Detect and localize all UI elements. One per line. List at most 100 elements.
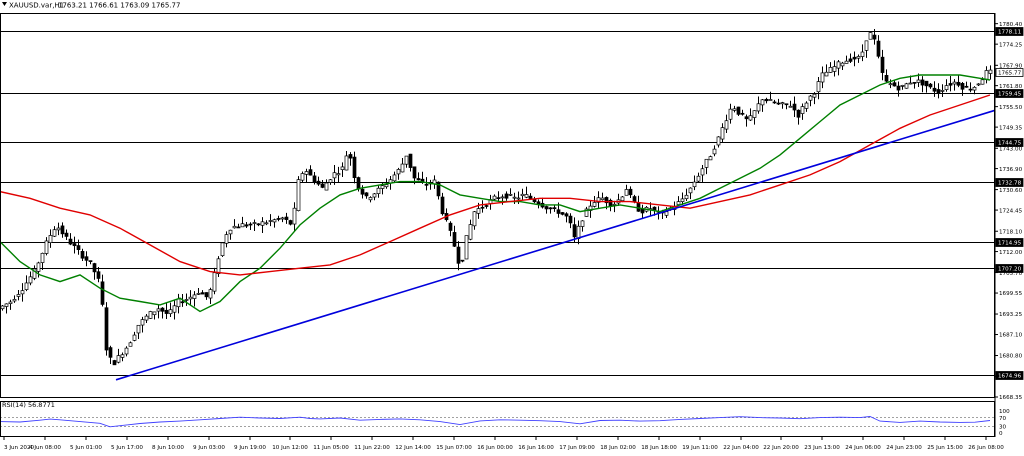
candle[interactable] (948, 76, 953, 92)
candle[interactable] (424, 177, 429, 191)
candle[interactable] (348, 152, 353, 166)
candle[interactable] (480, 200, 485, 213)
candle[interactable] (96, 267, 101, 283)
candle[interactable] (808, 94, 813, 107)
candle[interactable] (868, 31, 873, 40)
candle[interactable] (392, 171, 397, 183)
candle[interactable] (60, 222, 65, 238)
candle[interactable] (276, 215, 281, 222)
candle[interactable] (76, 239, 81, 255)
candle[interactable] (296, 176, 301, 212)
candle[interactable] (80, 248, 85, 262)
candle[interactable] (68, 233, 73, 246)
candle[interactable] (472, 210, 477, 230)
candle[interactable] (552, 204, 557, 212)
candle[interactable] (48, 229, 53, 248)
candle[interactable] (84, 251, 89, 267)
candle[interactable] (320, 180, 325, 189)
candle[interactable] (776, 98, 781, 105)
candle[interactable] (164, 303, 169, 319)
candle[interactable] (140, 316, 145, 333)
candle[interactable] (220, 242, 225, 257)
candle[interactable] (200, 290, 205, 295)
candle[interactable] (64, 229, 69, 240)
candle[interactable] (816, 77, 821, 100)
candle[interactable] (312, 172, 317, 185)
candle[interactable] (592, 196, 597, 208)
candle[interactable] (484, 204, 489, 209)
candle[interactable] (124, 346, 129, 357)
candle[interactable] (256, 223, 261, 227)
candle[interactable] (244, 222, 249, 228)
candle[interactable] (152, 311, 157, 320)
candle[interactable] (12, 295, 17, 303)
candle[interactable] (300, 171, 305, 183)
candle[interactable] (932, 81, 937, 97)
candle[interactable] (624, 184, 629, 196)
candle[interactable] (924, 80, 929, 93)
candle[interactable] (452, 225, 457, 248)
candle[interactable] (456, 241, 461, 271)
candle[interactable] (72, 236, 77, 254)
candle[interactable] (304, 168, 309, 183)
candle[interactable] (972, 86, 977, 95)
candle[interactable] (40, 252, 45, 270)
candle[interactable] (216, 256, 221, 278)
candle[interactable] (228, 229, 233, 240)
candle[interactable] (4, 303, 9, 314)
candle[interactable] (820, 66, 825, 89)
candle[interactable] (800, 103, 805, 120)
candle[interactable] (912, 82, 917, 89)
candle[interactable] (792, 96, 797, 118)
candle[interactable] (408, 153, 413, 172)
candle[interactable] (840, 61, 845, 70)
candle[interactable] (544, 205, 549, 214)
candle[interactable] (324, 179, 329, 191)
candle[interactable] (860, 44, 865, 62)
moving-average-green[interactable] (0, 74, 991, 313)
candle[interactable] (964, 81, 969, 88)
candle[interactable] (940, 84, 945, 98)
candle[interactable] (328, 179, 333, 185)
candle[interactable] (752, 110, 757, 125)
candle[interactable] (736, 106, 741, 117)
candle[interactable] (160, 307, 165, 319)
candle[interactable] (568, 213, 573, 229)
rsi-panel[interactable] (0, 416, 995, 428)
candle[interactable] (804, 101, 809, 112)
candle[interactable] (496, 191, 501, 201)
candle[interactable] (464, 235, 469, 260)
candle[interactable] (416, 172, 421, 181)
candle[interactable] (120, 352, 125, 362)
candle[interactable] (812, 92, 817, 105)
candle[interactable] (352, 151, 357, 184)
candle[interactable] (108, 345, 113, 364)
candle[interactable] (732, 105, 737, 113)
candle[interactable] (900, 84, 905, 90)
candle[interactable] (112, 359, 117, 366)
candle[interactable] (828, 62, 833, 74)
candle[interactable] (252, 219, 257, 232)
candle[interactable] (260, 217, 265, 234)
candle[interactable] (396, 167, 401, 180)
candle[interactable] (772, 99, 777, 104)
candle[interactable] (988, 65, 993, 80)
candle[interactable] (148, 310, 153, 319)
candle[interactable] (288, 219, 293, 226)
candle[interactable] (952, 79, 957, 91)
candle[interactable] (184, 293, 189, 306)
candle[interactable] (36, 261, 41, 278)
candle[interactable] (208, 287, 213, 304)
candle[interactable] (28, 271, 33, 286)
candle[interactable] (344, 151, 349, 171)
candle[interactable] (248, 222, 253, 230)
candle[interactable] (716, 136, 721, 148)
candle[interactable] (876, 35, 881, 59)
candle[interactable] (788, 100, 793, 108)
candle[interactable] (196, 287, 201, 295)
candle[interactable] (760, 98, 765, 112)
candle[interactable] (116, 348, 121, 364)
candle[interactable] (676, 196, 681, 206)
trendline[interactable] (115, 109, 996, 381)
